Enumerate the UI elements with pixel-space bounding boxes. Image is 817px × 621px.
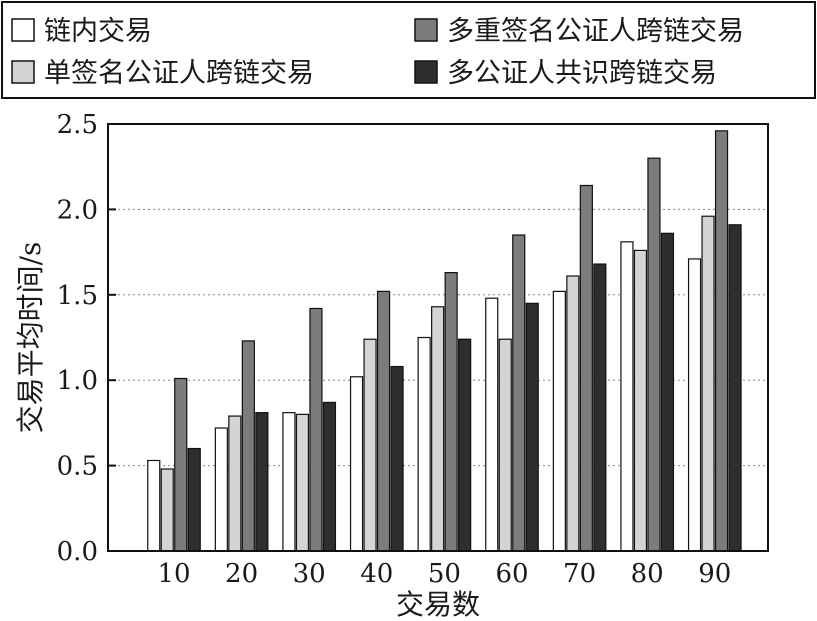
legend-label: 多公证人共识跨链交易 bbox=[447, 58, 717, 89]
y-axis-title: 交易平均时间/s bbox=[14, 242, 47, 434]
x-tick-label: 10 bbox=[157, 559, 190, 589]
bar bbox=[309, 307, 323, 552]
bar bbox=[255, 412, 269, 552]
legend-label: 链内交易 bbox=[44, 16, 152, 47]
bar bbox=[282, 412, 296, 552]
bar bbox=[228, 415, 242, 552]
bar bbox=[593, 263, 607, 552]
y-tick-label: 1.0 bbox=[57, 366, 98, 396]
bar bbox=[701, 215, 715, 552]
bar bbox=[241, 340, 255, 552]
legend-box bbox=[1, 1, 816, 99]
plot-area bbox=[107, 123, 769, 552]
bar bbox=[444, 271, 458, 552]
bar bbox=[687, 258, 702, 552]
bar bbox=[714, 130, 729, 552]
bar bbox=[498, 338, 512, 552]
bar bbox=[660, 232, 675, 552]
legend-swatch bbox=[11, 18, 35, 42]
bars bbox=[147, 130, 742, 552]
bar bbox=[728, 224, 742, 552]
bar bbox=[525, 302, 539, 552]
y-tick-label: 0.0 bbox=[57, 537, 98, 567]
legend-label: 单签名公证人跨链交易 bbox=[44, 58, 314, 89]
x-tick-label: 40 bbox=[360, 559, 393, 589]
bar bbox=[390, 365, 404, 552]
bar bbox=[579, 184, 593, 552]
y-axis: 0.0 0.5 1.0 1.5 2.0 2.5 bbox=[57, 110, 116, 567]
bar bbox=[485, 297, 499, 552]
legend-swatch bbox=[414, 60, 438, 84]
legend-swatch bbox=[11, 60, 35, 84]
bar bbox=[417, 336, 431, 552]
bar bbox=[512, 234, 526, 552]
x-axis: 10 20 30 40 50 60 70 80 90 bbox=[157, 559, 731, 589]
bar bbox=[458, 338, 472, 552]
bar bbox=[295, 413, 310, 552]
bar bbox=[552, 290, 566, 552]
bar bbox=[566, 275, 580, 552]
bar bbox=[147, 459, 161, 552]
x-tick-label: 90 bbox=[698, 559, 731, 589]
bar bbox=[322, 401, 337, 552]
x-tick-label: 80 bbox=[631, 559, 664, 589]
bar bbox=[647, 157, 661, 552]
x-tick-label: 50 bbox=[428, 559, 461, 589]
bar bbox=[349, 376, 364, 552]
y-tick-label: 2.5 bbox=[57, 110, 98, 140]
y-tick-label: 2.0 bbox=[57, 195, 98, 225]
legend-swatch bbox=[414, 18, 438, 42]
x-tick-label: 20 bbox=[225, 559, 258, 589]
y-tick-label: 1.5 bbox=[57, 281, 98, 311]
x-tick-label: 60 bbox=[495, 559, 528, 589]
bar bbox=[174, 377, 188, 552]
legend-label: 多重签名公证人跨链交易 bbox=[447, 16, 744, 47]
bar bbox=[214, 427, 228, 552]
bar bbox=[363, 338, 377, 552]
x-axis-title: 交易数 bbox=[396, 588, 480, 621]
y-tick-label: 0.5 bbox=[57, 452, 98, 482]
bar bbox=[431, 306, 445, 552]
x-tick-label: 30 bbox=[293, 559, 326, 589]
x-tick-label: 70 bbox=[563, 559, 596, 589]
bar bbox=[187, 447, 201, 552]
bar bbox=[376, 290, 391, 552]
bar bbox=[620, 241, 634, 552]
bar bbox=[160, 468, 174, 552]
bar bbox=[633, 249, 648, 552]
